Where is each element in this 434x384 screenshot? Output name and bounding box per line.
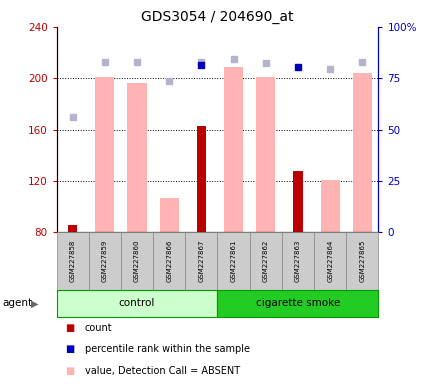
Text: percentile rank within the sample: percentile rank within the sample [85, 344, 249, 354]
Bar [185, 232, 217, 290]
Text: agent: agent [2, 298, 32, 308]
Text: count: count [85, 323, 112, 333]
Text: ■: ■ [65, 344, 74, 354]
Text: GSM227862: GSM227862 [262, 240, 268, 282]
Bar [121, 232, 153, 290]
Bar [127, 83, 146, 232]
Bar [89, 232, 121, 290]
Bar [293, 170, 302, 232]
Title: GDS3054 / 204690_at: GDS3054 / 204690_at [141, 10, 293, 25]
Text: GSM227859: GSM227859 [102, 240, 108, 282]
Text: GSM227864: GSM227864 [326, 240, 332, 282]
Bar [153, 232, 185, 290]
Bar [256, 77, 275, 232]
Text: GSM227865: GSM227865 [358, 240, 365, 282]
Bar [68, 225, 77, 232]
Bar [249, 232, 281, 290]
Bar [352, 73, 371, 232]
Bar [224, 67, 243, 232]
Bar [56, 290, 217, 317]
Text: GSM227861: GSM227861 [230, 240, 236, 282]
Bar [313, 232, 345, 290]
Text: GSM227866: GSM227866 [166, 240, 172, 282]
Text: ▶: ▶ [31, 298, 39, 308]
Bar [159, 198, 178, 232]
Text: value, Detection Call = ABSENT: value, Detection Call = ABSENT [85, 366, 240, 376]
Text: ■: ■ [65, 323, 74, 333]
Text: GSM227860: GSM227860 [134, 240, 140, 282]
Bar [196, 126, 206, 232]
Bar [345, 232, 378, 290]
Text: ■: ■ [65, 366, 74, 376]
Bar [56, 232, 89, 290]
Text: GSM227863: GSM227863 [294, 240, 300, 282]
Text: cigarette smoke: cigarette smoke [255, 298, 339, 308]
Bar [217, 290, 378, 317]
Bar [217, 232, 249, 290]
Bar [95, 77, 114, 232]
Bar [281, 232, 313, 290]
Bar [320, 180, 339, 232]
Text: GSM227867: GSM227867 [198, 240, 204, 282]
Text: GSM227858: GSM227858 [69, 240, 76, 282]
Text: control: control [118, 298, 155, 308]
